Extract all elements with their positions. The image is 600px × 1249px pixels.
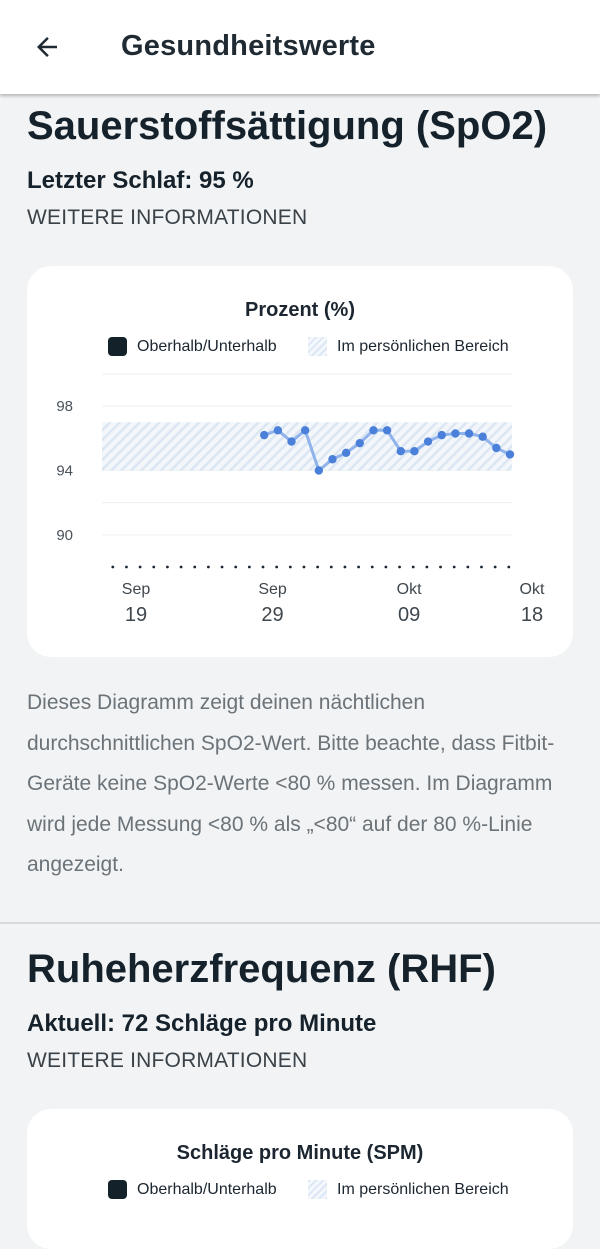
x-day-dot — [234, 565, 238, 569]
x-day-dot — [206, 565, 210, 569]
rhr-current-value: Aktuell: 72 Schläge pro Minute — [27, 1010, 377, 1037]
x-day-dot — [398, 565, 401, 569]
spo2-last-sleep-value: Letzter Schlaf: 95 % — [27, 167, 254, 194]
spo2-line-chart: 90 94 98 Sep 19 Sep 29 Okt 09 Okt 18 — [56, 373, 545, 626]
x-day-dot — [411, 565, 415, 569]
rhr-chart-card: Schläge pro Minute (SPM) Oberhalb/Unterh… — [27, 1109, 573, 1249]
spo2-data-point — [341, 448, 351, 458]
y-tick-label: 94 — [56, 463, 73, 480]
x-day-dot — [439, 565, 442, 569]
x-tick-month: Sep — [122, 581, 151, 598]
x-day-dot — [179, 565, 183, 569]
spo2-data-point — [423, 437, 433, 446]
rhr-legend-range-label: Im persönlichen Bereich — [337, 1180, 509, 1198]
rhr-legend-outside-range: Oberhalb/Unterhalb — [108, 1180, 277, 1199]
x-tick-day: 18 — [521, 604, 543, 626]
spo2-data-point — [382, 426, 392, 435]
legend-outside-range: Oberhalb/Unterhalb — [108, 337, 277, 356]
x-day-dot — [193, 565, 197, 569]
legend-outside-label: Oberhalb/Unterhalb — [137, 337, 277, 355]
rhr-legend-range-swatch — [308, 1180, 327, 1199]
x-day-dot — [302, 565, 306, 569]
x-day-dot — [480, 565, 483, 569]
spo2-data-point — [437, 430, 446, 440]
spo2-data-point — [464, 429, 474, 438]
spo2-data-point — [492, 443, 501, 453]
spo2-data-point — [328, 455, 337, 464]
x-tick-month: Okt — [520, 581, 545, 598]
page-title: Gesundheitswerte — [121, 30, 376, 62]
y-tick-label: 98 — [56, 398, 73, 415]
x-day-dot — [288, 565, 292, 569]
x-tick-day: 19 — [125, 604, 147, 626]
spo2-data-point — [273, 426, 283, 435]
x-day-dot — [343, 565, 347, 569]
rhr-section-title: Ruheherzfrequenz (RHF) — [27, 947, 496, 991]
arrow-left-icon — [37, 37, 57, 57]
app-bar: Gesundheitswerte — [0, 0, 600, 94]
y-tick-label: 90 — [56, 527, 73, 544]
rhr-legend-personal-range: Im persönlichen Bereich — [308, 1180, 509, 1199]
x-day-dot — [370, 565, 374, 569]
spo2-section-title: Sauerstoffsättigung (SpO2) — [27, 104, 548, 148]
x-day-dot — [452, 565, 456, 569]
spo2-data-point — [287, 437, 296, 446]
x-day-dot — [507, 565, 511, 569]
x-day-dot — [152, 565, 156, 569]
x-day-dot — [138, 565, 142, 569]
rhr-chart-title: Schläge pro Minute (SPM) — [176, 1142, 424, 1164]
spo2-data-point — [478, 432, 487, 441]
x-day-dot — [425, 565, 429, 569]
spo2-data-point — [396, 447, 405, 456]
spo2-data-point — [451, 429, 460, 438]
x-tick-day: 29 — [261, 604, 283, 626]
spo2-data-point — [355, 438, 364, 448]
spo2-description: Dieses Diagramm zeigt deinen nächtlichen… — [27, 691, 555, 876]
rhr-more-info-link[interactable]: WEITERE INFORMATIONEN — [27, 1049, 308, 1072]
spo2-data-point — [505, 450, 515, 459]
spo2-data-point — [300, 426, 310, 435]
spo2-data-point — [314, 466, 324, 475]
rhr-legend-outside-label: Oberhalb/Unterhalb — [137, 1180, 277, 1198]
legend-outside-swatch — [108, 337, 127, 356]
x-day-dot — [125, 565, 128, 569]
x-day-dot — [357, 565, 360, 569]
rhr-legend-outside-swatch — [108, 1180, 127, 1199]
x-day-dot — [384, 565, 388, 569]
x-day-dot — [111, 565, 115, 569]
x-day-dot — [261, 565, 265, 569]
x-day-dot — [466, 565, 470, 569]
spo2-data-point — [410, 447, 419, 456]
spo2-data-point — [369, 426, 378, 435]
x-day-dot — [275, 565, 279, 569]
legend-personal-range: Im persönlichen Bereich — [308, 337, 509, 356]
spo2-more-info-link[interactable]: WEITERE INFORMATIONEN — [27, 206, 308, 229]
x-tick-month: Okt — [397, 581, 422, 598]
legend-range-label: Im persönlichen Bereich — [337, 337, 509, 355]
x-tick-day: 09 — [398, 604, 420, 626]
x-day-dot — [329, 565, 333, 569]
spo2-chart-card: Prozent (%) Oberhalb/Unterhalb Im persön… — [27, 266, 573, 657]
spo2-data-point — [260, 430, 269, 440]
x-day-dot — [166, 565, 169, 569]
section-divider — [0, 922, 600, 924]
legend-range-swatch — [308, 337, 327, 356]
x-day-dot — [220, 565, 224, 569]
x-day-dot — [493, 565, 497, 569]
back-button[interactable] — [28, 28, 66, 66]
x-tick-month: Sep — [258, 581, 287, 598]
chart-title: Prozent (%) — [245, 299, 355, 321]
x-day-dot — [316, 565, 320, 569]
x-day-dot — [247, 565, 251, 569]
